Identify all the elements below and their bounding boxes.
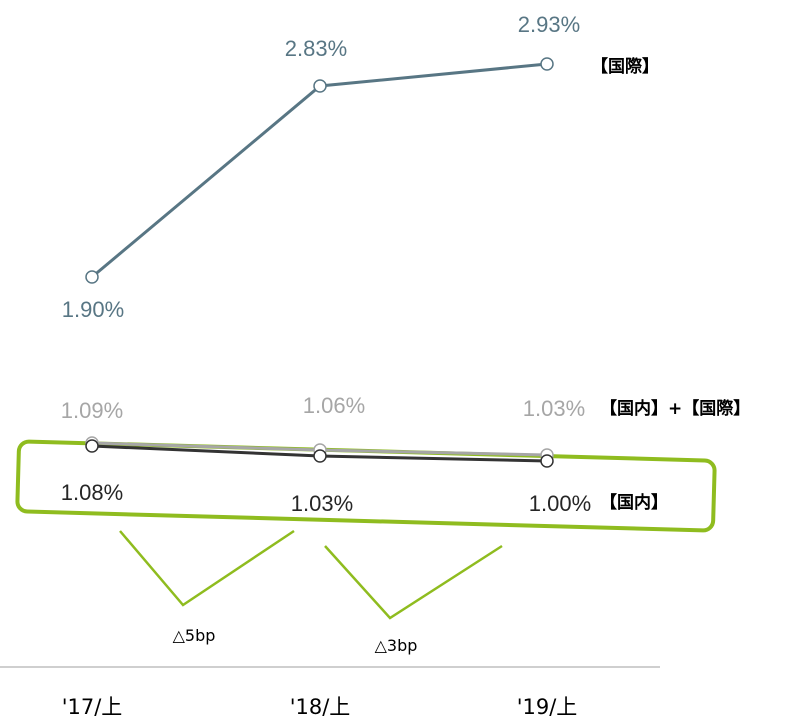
- diff-callout-lines-1: [119, 529, 295, 607]
- series-international: 1.90% 2.83% 2.93% 【国際】: [62, 12, 659, 322]
- series-international-point-2: [540, 57, 554, 71]
- series-domestic-point-1: [313, 449, 327, 463]
- series-total-label-1: 1.06%: [303, 393, 365, 418]
- diff-label-2: △3bp: [375, 636, 418, 655]
- series-domestic-name: 【国内】: [600, 492, 668, 513]
- x-tick-label-1: '18/上: [290, 695, 351, 719]
- series-international-line: [91, 62, 548, 279]
- series-international-label-1: 2.83%: [285, 36, 347, 61]
- series-total-label-0: 1.09%: [61, 398, 123, 423]
- series-international-label-2: 2.93%: [518, 12, 580, 37]
- series-domestic-point-2: [540, 454, 554, 468]
- series-international-name: 【国際】: [591, 56, 659, 77]
- series-domestic-label-1: 1.03%: [291, 491, 353, 516]
- x-tick-label-2: '19/上: [517, 695, 578, 719]
- series-total-name: 【国内】+【国際】: [600, 398, 750, 419]
- series-domestic: 1.08% 1.03% 1.00% 【国内】: [61, 439, 668, 516]
- series-domestic-point-0: [85, 439, 99, 453]
- diff-label-1: △5bp: [173, 626, 216, 645]
- series-international-point-0: [85, 270, 99, 284]
- series-international-point-1: [313, 79, 327, 93]
- series-total-label-2: 1.03%: [523, 396, 585, 421]
- diff-callout-lines-2: [324, 544, 503, 620]
- series-total: 1.09% 1.06% 1.03% 【国内】+【国際】: [61, 393, 750, 462]
- series-domestic-label-0: 1.08%: [61, 480, 123, 505]
- series-domestic-label-2: 1.00%: [529, 491, 591, 516]
- x-tick-label-0: '17/上: [62, 695, 123, 719]
- series-international-label-0: 1.90%: [62, 297, 124, 322]
